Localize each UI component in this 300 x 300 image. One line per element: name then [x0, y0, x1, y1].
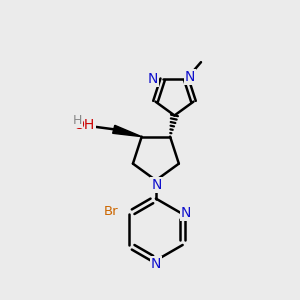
Text: N: N: [181, 206, 191, 220]
Text: N: N: [151, 257, 161, 271]
Text: N: N: [148, 72, 158, 86]
Polygon shape: [113, 125, 142, 137]
Text: OH: OH: [73, 118, 94, 132]
Text: N: N: [152, 178, 162, 192]
Text: H: H: [73, 114, 83, 127]
Text: Br: Br: [104, 205, 119, 218]
Text: N: N: [184, 70, 195, 84]
